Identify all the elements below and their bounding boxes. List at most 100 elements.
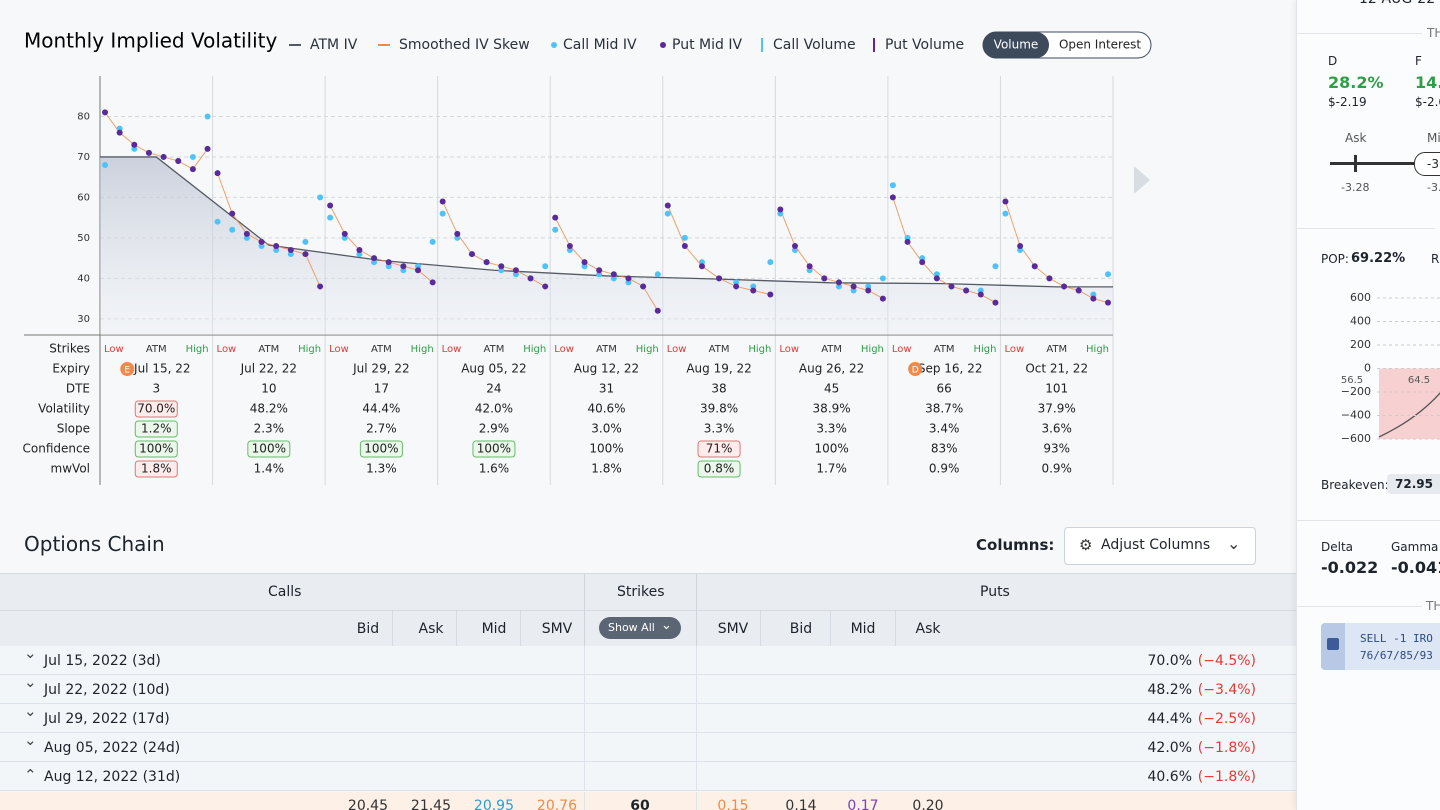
- loss-area: [1379, 368, 1440, 439]
- strike-cell: 60: [630, 798, 650, 810]
- breakeven-box: 72.95: [1387, 474, 1440, 494]
- put-mid-iv: [1075, 287, 1082, 294]
- atm-area: [100, 156, 1113, 335]
- group-header: Puts: [980, 584, 1010, 600]
- confidence-cell: 71%: [706, 442, 733, 456]
- call-mid-iv: [654, 271, 661, 278]
- call-mid-iv: [204, 113, 211, 120]
- pill-label: Show All: [608, 621, 655, 634]
- column-divider: [696, 574, 697, 647]
- value: -3.0: [1427, 181, 1440, 194]
- pl-y-tick: −600: [1341, 432, 1371, 445]
- slope-cell: 1.2%: [141, 422, 172, 436]
- legend-label[interactable]: Smoothed IV Skew: [399, 37, 530, 53]
- put-cell: 0.14: [785, 798, 817, 810]
- pop-value: 69.22%: [1351, 251, 1406, 266]
- row-chevron: ⌄: [24, 644, 37, 662]
- expiry-row[interactable]: ⌃ Aug 12, 2022 (31d) 40.6% (−1.8%): [0, 762, 1296, 791]
- value: -3.28: [1341, 181, 1370, 194]
- call-mid-iv: [542, 263, 549, 270]
- pct: 28.2%: [1328, 73, 1384, 92]
- put-mid-iv: [963, 287, 970, 294]
- put-mid-iv: [791, 242, 798, 249]
- strike-high: High: [523, 344, 546, 355]
- put-mid-iv: [664, 202, 671, 209]
- put-mid-iv: [371, 255, 378, 262]
- columns-label: Columns:: [976, 536, 1055, 554]
- next-arrow[interactable]: [1134, 166, 1150, 194]
- event-letter: D: [912, 366, 919, 376]
- legend-label[interactable]: Put Mid IV: [672, 37, 742, 53]
- expiry-row[interactable]: ⌄ Jul 15, 2022 (3d) 70.0% (−4.5%): [0, 644, 1296, 675]
- column-header: Bid: [789, 621, 813, 637]
- toggle-option[interactable]: Open Interest: [1059, 38, 1141, 52]
- call-mid-iv: [879, 275, 886, 282]
- row-label: Volatility: [38, 402, 90, 416]
- column-header: Ask: [418, 621, 444, 637]
- divider: [1297, 33, 1422, 34]
- toggle-option[interactable]: Volume: [994, 38, 1039, 52]
- expiry-cell: Oct 21, 22: [1025, 362, 1088, 376]
- toggle-active: [983, 32, 1049, 58]
- expiry-row[interactable]: ⌄ Aug 05, 2022 (24d) 42.0% (−1.8%): [0, 731, 1296, 762]
- show-all-pill[interactable]: Show All ⌄: [599, 617, 681, 639]
- mid-box[interactable]: -3.0: [1414, 152, 1440, 176]
- put-mid-iv: [681, 242, 688, 249]
- column-divider: [696, 733, 697, 762]
- expiry-cell: Jul 22, 22: [240, 362, 297, 376]
- column-divider: [696, 792, 697, 810]
- header-divider: [0, 610, 1296, 611]
- divider: [1297, 606, 1422, 607]
- legend-label[interactable]: Call Mid IV: [563, 37, 637, 53]
- call-mid-iv: [681, 234, 688, 241]
- put-mid-iv: [102, 109, 108, 116]
- volatility-cell: 40.6%: [587, 402, 625, 416]
- mwvol-cell: 1.7%: [816, 462, 847, 476]
- put-mid-iv: [654, 307, 661, 314]
- expiry-label: Jul 22, 2022 (10d): [44, 682, 170, 698]
- put-mid-iv: [214, 170, 221, 177]
- table-header: Calls Strikes Puts Bid Ask Mid SMV SMV Bid Mid Ask…: [0, 573, 1296, 648]
- order-card[interactable]: SELL -1 IRO 76/67/85/93: [1321, 623, 1440, 670]
- put-mid-iv: [1046, 275, 1053, 282]
- slider-tick[interactable]: [1354, 155, 1357, 172]
- put-mid-iv: [273, 242, 280, 249]
- dte-cell: 101: [1045, 382, 1068, 396]
- confidence-cell: 93%: [1043, 442, 1070, 456]
- put-mid-iv: [777, 206, 784, 213]
- put-mid-iv: [1105, 299, 1111, 306]
- expiry-row[interactable]: ⌄ Jul 29, 2022 (17d) 44.4% (−2.5%): [0, 702, 1296, 733]
- column-divider: [584, 762, 585, 791]
- adjust-columns-button[interactable]: ⚙ Adjust Columns ⌄: [1064, 527, 1256, 565]
- put-mid-iv: [439, 198, 446, 205]
- expiry-row[interactable]: ⌄ Jul 22, 2022 (10d) 48.2% (−3.4%): [0, 673, 1296, 704]
- put-mid-iv: [566, 242, 573, 249]
- y-tick-label: 50: [77, 233, 90, 244]
- row-label: Strikes: [49, 342, 90, 356]
- legend-label[interactable]: Call Volume: [773, 37, 856, 53]
- expiry-cell: Aug 26, 22: [799, 362, 864, 376]
- confidence-cell: 100%: [252, 442, 286, 456]
- put-mid-iv: [889, 194, 896, 201]
- put-mid-iv: [498, 263, 505, 270]
- mwvol-cell: 1.8%: [591, 462, 622, 476]
- legend-label[interactable]: Put Volume: [885, 37, 964, 53]
- put-mid-iv: [145, 149, 152, 156]
- row-chevron: ⌄: [24, 673, 37, 691]
- expiry-change: (−3.4%): [1197, 682, 1256, 698]
- breakeven-label: Breakeven:: [1321, 478, 1389, 492]
- call-mid-iv: [992, 263, 999, 270]
- put-mid-iv: [527, 275, 534, 282]
- put-mid-iv: [317, 283, 324, 290]
- put-mid-iv: [483, 259, 490, 266]
- dte-cell: 45: [824, 382, 839, 396]
- legend-label[interactable]: ATM IV: [310, 37, 358, 53]
- confidence-cell: 100%: [477, 442, 511, 456]
- column-divider: [584, 792, 585, 810]
- strike-low: Low: [779, 344, 799, 355]
- badge: [697, 460, 741, 478]
- legend-swatch: [873, 38, 875, 52]
- put-mid-iv: [356, 247, 363, 254]
- slope-cell: 2.7%: [366, 422, 397, 436]
- put-mid-iv: [581, 259, 588, 266]
